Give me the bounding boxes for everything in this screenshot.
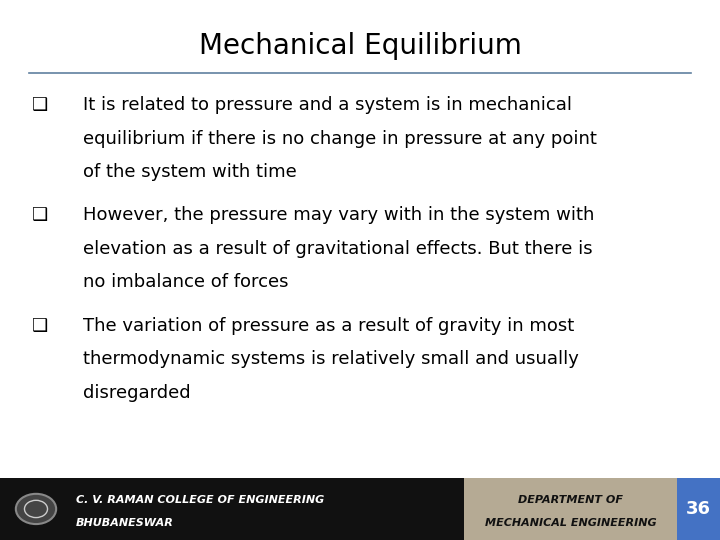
Text: The variation of pressure as a result of gravity in most: The variation of pressure as a result of…	[83, 316, 574, 335]
Text: C. V. RAMAN COLLEGE OF ENGINEERING: C. V. RAMAN COLLEGE OF ENGINEERING	[76, 495, 324, 505]
Text: of the system with time: of the system with time	[83, 163, 297, 181]
Text: Mechanical Equilibrium: Mechanical Equilibrium	[199, 32, 521, 60]
Text: disregarded: disregarded	[83, 383, 190, 402]
Text: MECHANICAL ENGINEERING: MECHANICAL ENGINEERING	[485, 518, 657, 528]
Bar	[464, 478, 677, 540]
Circle shape	[16, 494, 56, 524]
Text: BHUBANESWAR: BHUBANESWAR	[76, 518, 174, 528]
Text: However, the pressure may vary with in the system with: However, the pressure may vary with in t…	[83, 206, 594, 225]
Bar	[677, 478, 720, 540]
Text: It is related to pressure and a system is in mechanical: It is related to pressure and a system i…	[83, 96, 572, 114]
Text: thermodynamic systems is relatively small and usually: thermodynamic systems is relatively smal…	[83, 350, 579, 368]
Bar	[0, 478, 464, 540]
Text: elevation as a result of gravitational effects. But there is: elevation as a result of gravitational e…	[83, 240, 593, 258]
Text: ❑: ❑	[32, 206, 48, 225]
Text: ❑: ❑	[32, 96, 48, 114]
Text: equilibrium if there is no change in pressure at any point: equilibrium if there is no change in pre…	[83, 130, 597, 148]
Text: ❑: ❑	[32, 316, 48, 335]
Text: no imbalance of forces: no imbalance of forces	[83, 273, 288, 292]
Text: 36: 36	[686, 500, 711, 518]
Text: DEPARTMENT OF: DEPARTMENT OF	[518, 495, 623, 505]
